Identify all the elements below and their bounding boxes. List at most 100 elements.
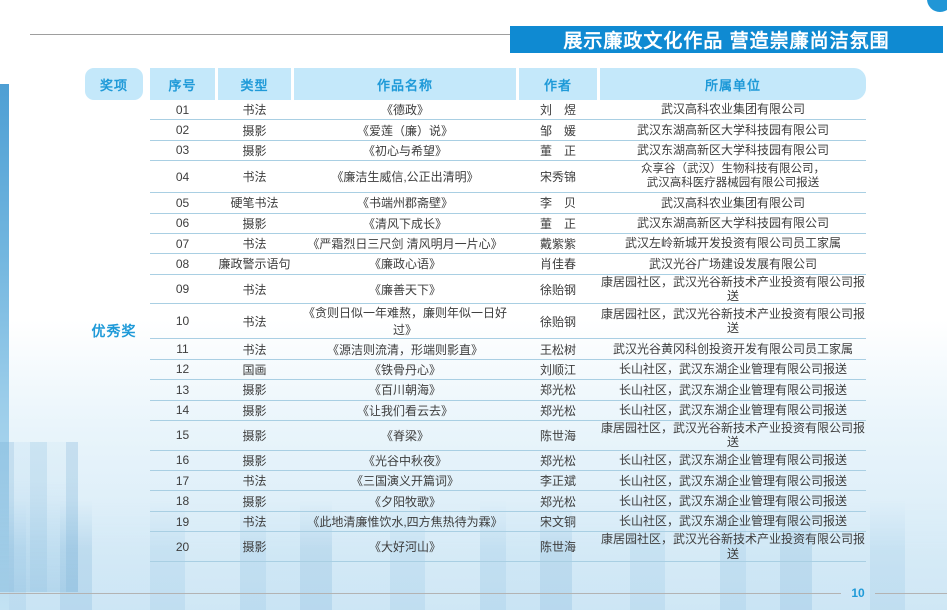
cell-title: 《爱莲（廉）说》 xyxy=(356,123,453,138)
cell-unit: 武汉光谷黄冈科创投资开发有限公司员工家属 xyxy=(612,341,853,356)
table-row: 01 书法 《德政》 刘 煜 武汉高科农业集团有限公司 xyxy=(150,100,866,121)
cell-unit: 众享谷（武汉）生物科技有限公司， 武汉高科医疗器械园有限公司报送 xyxy=(600,163,866,191)
cell-title: 《让我们看云去》 xyxy=(356,403,453,418)
cell-author: 刘 煜 xyxy=(539,103,576,118)
cell-unit: 长山社区，武汉东湖企业管理有限公司报送 xyxy=(618,403,847,418)
cell-type: 书法 xyxy=(242,237,267,252)
table-row: 06 摄影 《清风下成长》 董 正 武汉东湖高新区大学科技园有限公司 xyxy=(150,214,866,234)
table-row: 12 国画 《铁骨丹心》 刘顺江 长山社区，武汉东湖企业管理有限公司报送 xyxy=(150,360,866,381)
cell-no: 14 xyxy=(175,403,190,418)
award-label: 优秀奖 xyxy=(91,323,137,339)
cell-title: 《三国演义开篇词》 xyxy=(350,474,459,489)
table-row: 03 摄影 《初心与希望》 董 正 武汉东湖高新区大学科技园有限公司 xyxy=(150,141,866,162)
header-unit: 所属单位 xyxy=(600,68,866,100)
cell-author: 陈世海 xyxy=(539,540,576,555)
page-banner-title: 展示廉政文化作品 营造崇廉尚洁氛围 xyxy=(510,26,943,53)
cell-author: 李 贝 xyxy=(539,196,576,211)
table-body: 01 书法 《德政》刘 煜武汉高科农业集团有限公司 02 摄影 《爱莲（廉）说》邹 媛武汉… xyxy=(150,100,866,562)
cell-unit: 长山社区，武汉东湖企业管理有限公司报送 xyxy=(618,453,847,468)
cell-title: 《百川朝海》 xyxy=(368,383,441,398)
table-header-row: 奖项 序号 类型 作品名称 作者 所属单位 xyxy=(85,68,866,100)
cell-unit: 武汉高科农业集团有限公司 xyxy=(660,102,805,117)
cell-type: 摄影 xyxy=(242,143,267,158)
cell-title: 《清风下成长》 xyxy=(362,216,447,231)
cell-unit: 康居园社区，武汉光谷新技术产业投资有限公司报送 xyxy=(600,420,865,450)
cell-title: 《德政》 xyxy=(380,103,429,118)
table-row: 05 硬笔书法 《书端州郡斋壁》 李 贝 武汉高科农业集团有限公司 xyxy=(150,193,866,214)
table-row: 20 摄影 《大好河山》 陈世海 康居园社区，武汉光谷新技术产业投资有限公司报送 xyxy=(150,532,866,562)
cell-author: 陈世海 xyxy=(539,428,576,443)
cell-unit: 武汉光谷广场建设发展有限公司 xyxy=(648,256,817,271)
cell-author: 李正斌 xyxy=(539,474,576,489)
table-row: 09 书法 《廉善天下》 徐贻钢 康居园社区，武汉光谷新技术产业投资有限公司报送 xyxy=(150,275,866,305)
cell-type: 摄影 xyxy=(242,216,267,231)
award-column: 优秀奖 xyxy=(85,100,150,562)
cell-type: 书法 xyxy=(242,103,267,118)
cell-unit-line: 武汉高科医疗器械园有限公司报送 xyxy=(646,176,820,189)
cell-title: 《大好河山》 xyxy=(368,540,441,555)
cell-type: 书法 xyxy=(242,314,267,329)
cell-type: 国画 xyxy=(242,362,267,377)
cell-no: 03 xyxy=(175,143,190,158)
table-row: 17 书法 《三国演义开篇词》 李正斌 长山社区，武汉东湖企业管理有限公司报送 xyxy=(150,471,866,492)
cell-no: 13 xyxy=(175,382,190,397)
cell-author: 戴紫紫 xyxy=(539,237,576,252)
cell-title: 《廉洁生威信,公正出清明》 xyxy=(331,170,479,185)
cell-no: 17 xyxy=(175,473,190,488)
cell-no: 02 xyxy=(175,123,190,138)
cell-title: 《廉政心语》 xyxy=(368,257,441,272)
cell-author: 徐贻钢 xyxy=(539,314,576,329)
cell-unit: 长山社区，武汉东湖企业管理有限公司报送 xyxy=(618,473,847,488)
cell-unit: 长山社区，武汉东湖企业管理有限公司报送 xyxy=(618,382,847,397)
cell-author: 郑光松 xyxy=(539,403,576,418)
cell-title: 《源洁则流清，形端则影直》 xyxy=(326,342,483,357)
cell-unit-line: 众享谷（武汉）生物科技有限公司， xyxy=(641,162,825,175)
table-row: 08 廉政警示语句 《廉政心语》 肖佳春 武汉光谷广场建设发展有限公司 xyxy=(150,254,866,275)
table-row: 10 书法 《贪则日似一年难熬，廉则年似一日好过》 徐贻钢 康居园社区，武汉光谷新技术产… xyxy=(150,304,866,340)
cell-unit: 武汉东湖高新区大学科技园有限公司 xyxy=(636,215,829,230)
cell-author: 王松树 xyxy=(539,342,576,357)
cell-type: 摄影 xyxy=(242,428,267,443)
cell-type: 书法 xyxy=(242,282,267,297)
cell-author: 郑光松 xyxy=(539,383,576,398)
cell-no: 18 xyxy=(175,494,190,509)
cell-type: 书法 xyxy=(242,170,267,185)
cell-title: 《光谷中秋夜》 xyxy=(362,453,447,468)
header-type: 类型 xyxy=(218,68,291,100)
cell-no: 09 xyxy=(175,282,190,297)
table-row: 13 摄影 《百川朝海》 郑光松 长山社区，武汉东湖企业管理有限公司报送 xyxy=(150,380,866,401)
table-row: 04 书法 《廉洁生威信,公正出清明》 宋秀锦 众享谷（武汉）生物科技有限公司， 武汉高科… xyxy=(150,161,866,194)
cell-type: 摄影 xyxy=(242,123,267,138)
cell-title: 《书端州郡斋壁》 xyxy=(356,196,453,211)
table-row: 14 摄影 《让我们看云去》 郑光松 长山社区，武汉东湖企业管理有限公司报送 xyxy=(150,401,866,421)
page-number: 10 xyxy=(851,586,865,600)
cell-author: 宋文铜 xyxy=(539,515,576,529)
cell-unit: 康居园社区，武汉光谷新技术产业投资有限公司报送 xyxy=(600,307,865,336)
cell-author: 董 正 xyxy=(539,143,576,158)
cell-title: 《初心与希望》 xyxy=(362,143,447,158)
cell-unit: 武汉高科农业集团有限公司 xyxy=(660,195,805,210)
cell-no: 19 xyxy=(175,514,190,529)
corner-city-photo xyxy=(0,442,78,592)
cell-no: 05 xyxy=(175,195,190,210)
cell-unit: 长山社区，武汉东湖企业管理有限公司报送 xyxy=(618,493,847,508)
cell-no: 11 xyxy=(176,342,189,357)
cell-author: 刘顺江 xyxy=(539,362,576,377)
cell-author: 肖佳春 xyxy=(539,257,576,272)
cell-type: 摄影 xyxy=(242,453,267,468)
cell-type: 书法 xyxy=(242,342,267,357)
cell-unit: 武汉东湖高新区大学科技园有限公司 xyxy=(636,143,829,158)
cell-title: 《贪则日似一年难熬，廉则年似一日好过》 xyxy=(302,306,507,338)
cell-no: 10 xyxy=(175,314,190,329)
header-divider-line xyxy=(30,34,510,35)
cell-title: 《此地清廉惟饮水,四方焦热待为霖》 xyxy=(307,515,503,529)
cell-unit: 长山社区，武汉东湖企业管理有限公司报送 xyxy=(618,362,847,377)
cell-unit: 康居园社区，武汉光谷新技术产业投资有限公司报送 xyxy=(600,274,865,304)
footer-line-left xyxy=(0,592,841,594)
cell-unit: 长山社区，武汉东湖企业管理有限公司报送 xyxy=(618,514,847,529)
table-row: 11 书法 《源洁则流清，形端则影直》 王松树 武汉光谷黄冈科创投资开发有限公司员工家属 xyxy=(150,339,866,360)
cell-no: 12 xyxy=(175,362,190,377)
header-award: 奖项 xyxy=(85,68,143,100)
table-row: 15 摄影 《脊梁》 陈世海 康居园社区，武汉光谷新技术产业投资有限公司报送 xyxy=(150,421,866,451)
cell-no: 16 xyxy=(175,453,190,468)
